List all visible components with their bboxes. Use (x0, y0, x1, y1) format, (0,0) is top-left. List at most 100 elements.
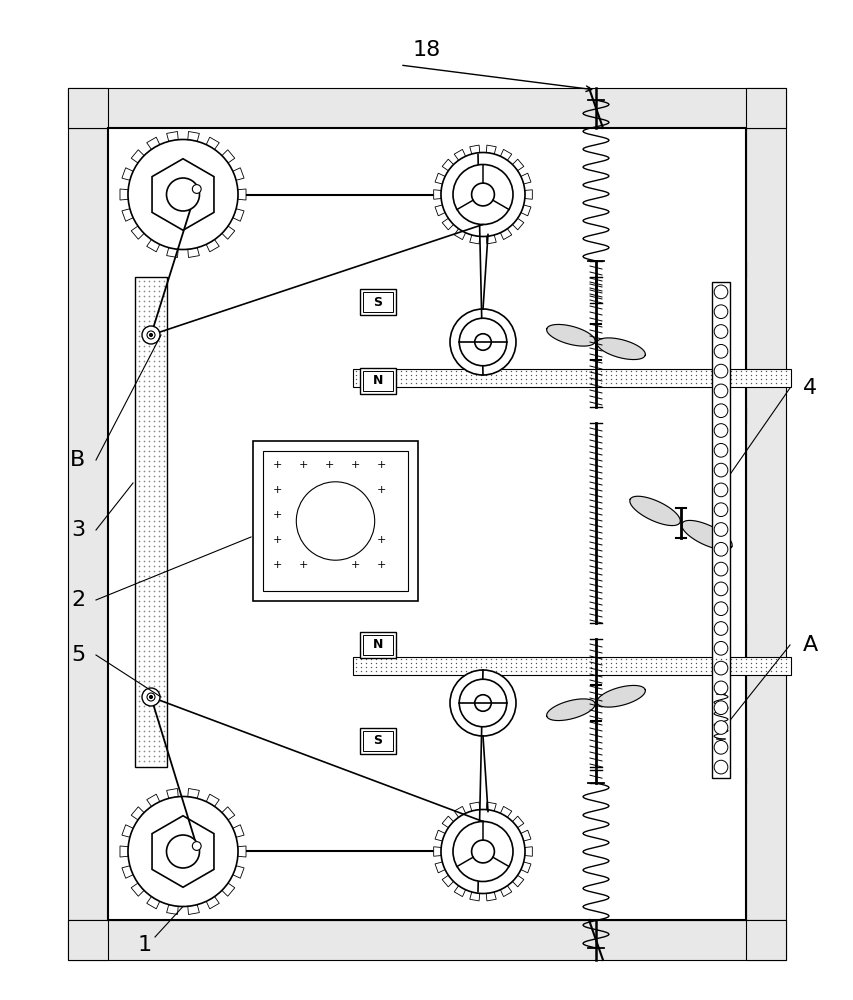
Bar (352, 657, 790, 675)
Circle shape (147, 331, 154, 339)
Bar (360, 632, 396, 658)
Circle shape (166, 178, 200, 211)
Bar (107, 767, 746, 783)
Polygon shape (469, 145, 479, 154)
Text: +: + (350, 460, 359, 470)
Polygon shape (233, 866, 244, 878)
Polygon shape (120, 846, 128, 857)
Bar (711, 282, 729, 778)
Bar (68, 128, 107, 920)
Circle shape (474, 695, 490, 711)
Polygon shape (222, 883, 235, 896)
Circle shape (713, 384, 727, 398)
Polygon shape (525, 847, 531, 856)
Bar (352, 369, 790, 387)
Polygon shape (469, 802, 479, 811)
Text: 3: 3 (71, 520, 85, 540)
Circle shape (450, 309, 515, 375)
Polygon shape (237, 846, 246, 857)
Circle shape (713, 582, 727, 596)
Text: +: + (272, 560, 281, 570)
Polygon shape (520, 205, 531, 216)
Polygon shape (512, 218, 523, 230)
Circle shape (713, 562, 727, 576)
Polygon shape (485, 235, 496, 244)
Bar (363, 292, 392, 312)
Polygon shape (442, 159, 453, 171)
Polygon shape (131, 150, 144, 163)
Polygon shape (122, 825, 133, 837)
Polygon shape (233, 209, 244, 221)
Polygon shape (512, 875, 523, 887)
Bar (252, 441, 417, 601)
Polygon shape (147, 794, 160, 806)
Circle shape (474, 334, 490, 350)
Polygon shape (596, 338, 645, 360)
Text: +: + (272, 485, 281, 495)
Polygon shape (131, 226, 144, 239)
Polygon shape (188, 788, 199, 798)
Bar (360, 368, 396, 394)
Polygon shape (469, 892, 479, 901)
Bar (68, 128, 107, 920)
Polygon shape (512, 159, 523, 171)
Bar (135, 277, 167, 767)
Bar (467, 493, 513, 553)
Polygon shape (434, 862, 444, 873)
Circle shape (713, 740, 727, 754)
Polygon shape (222, 150, 235, 163)
Circle shape (713, 305, 727, 319)
Bar (68, 920, 107, 960)
Polygon shape (237, 189, 246, 200)
Circle shape (713, 325, 727, 338)
Polygon shape (152, 816, 214, 887)
Text: 5: 5 (71, 645, 85, 665)
Bar (107, 261, 746, 277)
Polygon shape (433, 190, 441, 199)
Text: +: + (298, 460, 307, 470)
Circle shape (142, 688, 160, 706)
Circle shape (452, 821, 513, 881)
Polygon shape (122, 866, 133, 878)
Circle shape (713, 661, 727, 675)
Circle shape (713, 285, 727, 299)
Bar (107, 623, 746, 639)
Polygon shape (166, 131, 178, 141)
Text: N: N (373, 639, 383, 652)
Circle shape (149, 334, 153, 336)
Bar (68, 88, 107, 128)
Text: S: S (373, 296, 382, 308)
Text: +: + (272, 460, 281, 470)
Text: +: + (376, 485, 386, 495)
Polygon shape (434, 205, 444, 216)
Bar (107, 767, 746, 783)
Polygon shape (434, 830, 444, 841)
Polygon shape (433, 847, 441, 856)
Text: B: B (70, 450, 85, 470)
Bar (746, 88, 785, 128)
Polygon shape (454, 229, 465, 240)
Circle shape (166, 835, 200, 868)
Polygon shape (512, 816, 523, 828)
Circle shape (128, 796, 238, 906)
Circle shape (713, 681, 727, 695)
Circle shape (713, 760, 727, 774)
Circle shape (440, 152, 525, 236)
Polygon shape (469, 235, 479, 244)
Polygon shape (485, 802, 496, 811)
Bar (68, 88, 785, 128)
Circle shape (713, 721, 727, 734)
Text: 1: 1 (138, 935, 152, 955)
Polygon shape (681, 520, 731, 550)
Polygon shape (122, 168, 133, 180)
Bar (746, 128, 785, 920)
Polygon shape (147, 137, 160, 149)
Bar (107, 407, 746, 423)
Polygon shape (206, 137, 219, 149)
Polygon shape (233, 825, 244, 837)
Polygon shape (131, 807, 144, 820)
Text: 4: 4 (802, 378, 816, 398)
Bar (68, 88, 107, 128)
Text: +: + (272, 535, 281, 545)
Bar (107, 261, 746, 277)
